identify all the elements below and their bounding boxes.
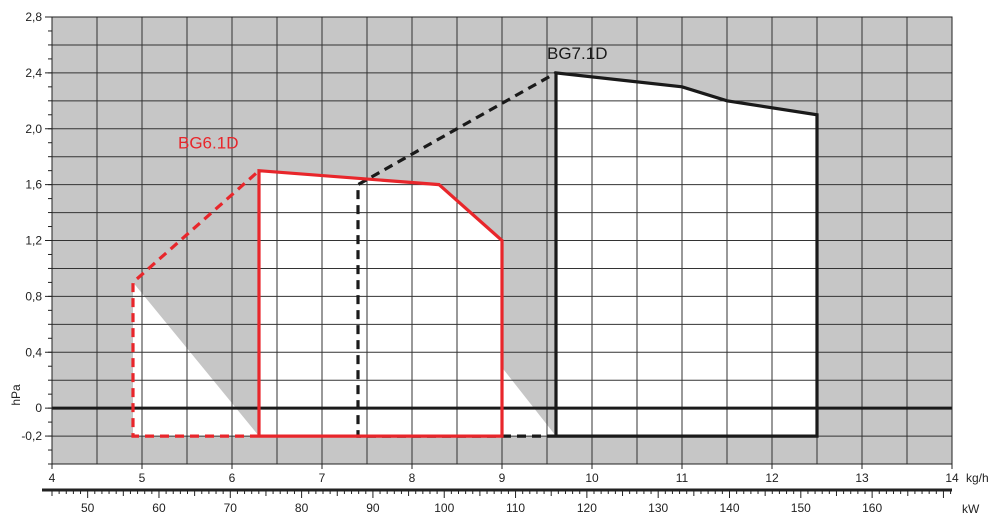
- y-tick-label: 2,4: [25, 66, 42, 80]
- x-tick-label: 4: [49, 471, 56, 485]
- x-tick-label: 6: [229, 471, 236, 485]
- x2-tick-label: 80: [295, 501, 309, 515]
- y-tick-label: 1,2: [25, 234, 42, 248]
- x2-tick-label: 150: [791, 501, 811, 515]
- x-tick-label: 13: [855, 471, 869, 485]
- x2-tick-label: 50: [81, 501, 95, 515]
- x-tick-label: 11: [676, 471, 689, 485]
- series-labels: BG7.1D BG6.1D: [178, 44, 607, 152]
- y-tick-label: -0,2: [21, 429, 42, 443]
- x-tick-label: 12: [765, 471, 779, 485]
- x2-tick-label: 60: [152, 501, 166, 515]
- x2-tick-label: 130: [648, 501, 668, 515]
- series-dashed-1: [131, 169, 261, 438]
- series-label-0: BG7.1D: [547, 44, 607, 63]
- x-axis-unit-label: kg/h: [966, 471, 989, 485]
- y-axis-label: hPa: [9, 384, 23, 406]
- x-tick-label: 14: [945, 471, 959, 485]
- x-tick-label: 7: [319, 471, 326, 485]
- envelope-fill-1: [133, 170, 502, 437]
- x2-axis-unit-label: kW: [962, 502, 980, 515]
- series-solid-0: [554, 71, 819, 438]
- x-tick-label: 9: [499, 471, 506, 485]
- x2-tick-label: 70: [224, 501, 238, 515]
- x-tick-label: 8: [409, 471, 416, 485]
- y-tick-label: 0: [35, 401, 42, 415]
- x2-tick-label: 90: [366, 501, 380, 515]
- y-tick-label: 0,8: [25, 289, 42, 303]
- series-lines: [131, 71, 819, 438]
- series-label-1: BG6.1D: [178, 133, 238, 152]
- y-tick-label: 2,0: [25, 122, 42, 136]
- x-axis-kgh: 4 5 6 7 8 9 10 11 12 13 14: [49, 464, 959, 485]
- series-solid-1: [257, 168, 504, 438]
- y-axis: 2,8 2,4 2,0 1,6 1,2 0,8 0,4 0 -0,2: [21, 10, 53, 465]
- y-tick-label: 0,4: [25, 345, 42, 359]
- x-axis-kw: 50 60 70 80 90 100 110 120 130 140 150 160: [42, 488, 952, 515]
- y-tick-label: 1,6: [25, 178, 42, 192]
- x-tick-label: 5: [139, 471, 146, 485]
- x2-tick-label: 120: [577, 501, 597, 515]
- y-tick-label: 2,8: [25, 10, 42, 24]
- x-tick-label: 10: [585, 471, 599, 485]
- x2-tick-label: 140: [719, 501, 739, 515]
- x2-tick-label: 100: [434, 501, 454, 515]
- x2-tick-label: 160: [862, 501, 882, 515]
- x2-tick-label: 110: [506, 501, 525, 515]
